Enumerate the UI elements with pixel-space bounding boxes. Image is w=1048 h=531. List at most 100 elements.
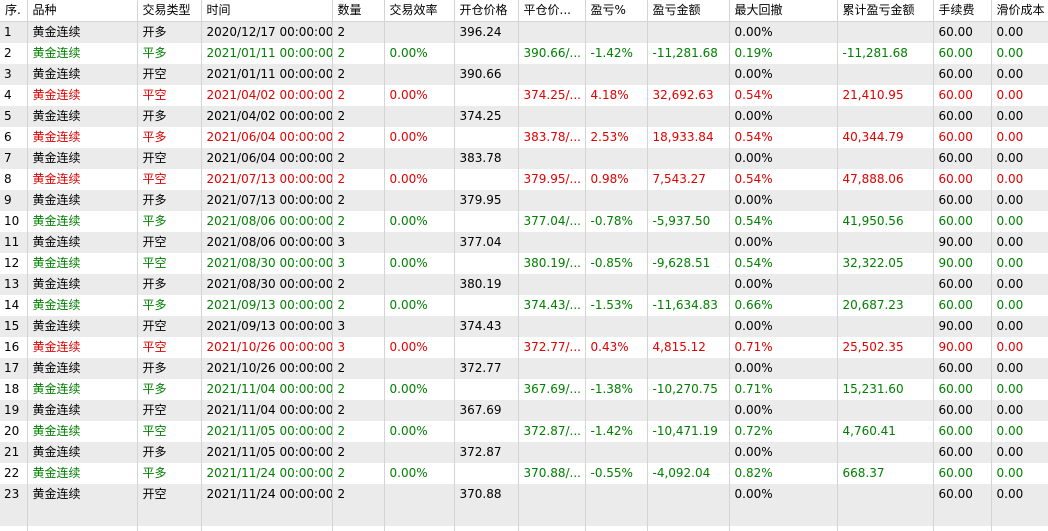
table-row[interactable]: 9 黄金连续 开多 2021/07/13 00:00:00 2 379.95 0.00% 60… <box>0 190 1048 211</box>
header-time[interactable]: 时间 <box>201 0 333 22</box>
cell-max-drawdown: 0.00% <box>729 148 838 169</box>
table-body: 1 黄金连续 开多 2020/12/17 00:00:00 2 396.24 0.00% 60… <box>0 21 1048 531</box>
table-row[interactable]: 20 黄金连续 平空 2021/11/05 00:00:00 2 0.00% 372.87/… <box>0 421 1048 442</box>
cell-qty: 2 <box>332 400 385 421</box>
cell-seq: 14 <box>0 295 28 316</box>
cell-open-price: 377.04 <box>454 232 519 253</box>
table-row[interactable]: 2 黄金连续 平多 2021/01/11 00:00:00 2 0.00% 390.66/.… <box>0 43 1048 64</box>
cell-symbol: 黄金连续 <box>27 379 138 400</box>
cell-seq: 8 <box>0 169 28 190</box>
header-pnl-amount[interactable]: 盈亏金额 <box>647 0 730 22</box>
cell-pnl-pct <box>585 64 648 85</box>
header-seq[interactable]: 序. <box>0 0 28 22</box>
table-row[interactable]: 19 黄金连续 开空 2021/11/04 00:00:00 2 367.69 0.00% 6… <box>0 400 1048 421</box>
table-row[interactable]: 22 黄金连续 平多 2021/11/24 00:00:00 2 0.00% 370.88/… <box>0 463 1048 484</box>
cell-efficiency <box>384 442 455 463</box>
cell-pnl-pct <box>585 484 648 505</box>
cell-efficiency <box>384 148 455 169</box>
empty-cell <box>137 526 202 531</box>
table-row[interactable]: 15 黄金连续 开空 2021/09/13 00:00:00 3 374.43 0.00% 9… <box>0 316 1048 337</box>
cell-qty: 2 <box>332 85 385 106</box>
empty-cell <box>585 526 648 531</box>
header-open-price[interactable]: 开仓价格 <box>454 0 519 22</box>
cell-qty: 2 <box>332 127 385 148</box>
table-row[interactable]: 7 黄金连续 开空 2021/06/04 00:00:00 2 383.78 0.00% 60… <box>0 148 1048 169</box>
cell-time: 2021/11/05 00:00:00 <box>201 421 333 442</box>
cell-pnl-amount: -11,281.68 <box>647 43 730 64</box>
cell-cum-pnl: 4,760.41 <box>837 421 934 442</box>
table-row[interactable]: 18 黄金连续 平多 2021/11/04 00:00:00 2 0.00% 367.69/… <box>0 379 1048 400</box>
table-row[interactable]: 6 黄金连续 平多 2021/06/04 00:00:00 2 0.00% 383.78/.… <box>0 127 1048 148</box>
header-efficiency[interactable]: 交易效率 <box>384 0 455 22</box>
cell-fee: 60.00 <box>933 127 992 148</box>
cell-slippage: 0.00 <box>991 484 1048 505</box>
table-row[interactable]: 13 黄金连续 开多 2021/08/30 00:00:00 2 380.19 0.00% 6… <box>0 274 1048 295</box>
cell-max-drawdown: 0.54% <box>729 85 838 106</box>
cell-cum-pnl <box>837 106 934 127</box>
cell-type: 平多 <box>137 379 202 400</box>
cell-pnl-pct <box>585 190 648 211</box>
table-row[interactable]: 16 黄金连续 平空 2021/10/26 00:00:00 3 0.00% 372.77/… <box>0 337 1048 358</box>
cell-cum-pnl <box>837 190 934 211</box>
table-row[interactable]: 12 黄金连续 平空 2021/08/30 00:00:00 3 0.00% 380.19/… <box>0 253 1048 274</box>
cell-time: 2021/06/04 00:00:00 <box>201 148 333 169</box>
table-row[interactable]: 11 黄金连续 开空 2021/08/06 00:00:00 3 377.04 0.00% 9… <box>0 232 1048 253</box>
cell-efficiency <box>384 21 455 43</box>
cell-qty: 3 <box>332 232 385 253</box>
cell-time: 2021/11/24 00:00:00 <box>201 463 333 484</box>
table-row[interactable]: 1 黄金连续 开多 2020/12/17 00:00:00 2 396.24 0.00% 60… <box>0 21 1048 43</box>
cell-open-price: 374.43 <box>454 316 519 337</box>
cell-seq: 23 <box>0 484 28 505</box>
cell-fee: 60.00 <box>933 295 992 316</box>
table-row[interactable]: 5 黄金连续 开多 2021/04/02 00:00:00 2 374.25 0.00% 60… <box>0 106 1048 127</box>
table-row[interactable]: 8 黄金连续 平空 2021/07/13 00:00:00 2 0.00% 379.95/.… <box>0 169 1048 190</box>
header-pnl-pct[interactable]: 盈亏% <box>585 0 648 22</box>
cell-qty: 2 <box>332 442 385 463</box>
cell-fee: 60.00 <box>933 274 992 295</box>
empty-cell <box>518 505 586 526</box>
table-row[interactable]: 14 黄金连续 平多 2021/09/13 00:00:00 2 0.00% 374.43/… <box>0 295 1048 316</box>
cell-seq: 2 <box>0 43 28 64</box>
cell-slippage: 0.00 <box>991 253 1048 274</box>
empty-cell <box>332 526 385 531</box>
cell-fee: 60.00 <box>933 358 992 379</box>
header-close-price[interactable]: 平仓价... <box>518 0 586 22</box>
cell-seq: 6 <box>0 127 28 148</box>
cell-pnl-pct <box>585 21 648 43</box>
cell-open-price: 390.66 <box>454 64 519 85</box>
cell-time: 2021/11/04 00:00:00 <box>201 400 333 421</box>
table-row[interactable]: 17 黄金连续 开多 2021/10/26 00:00:00 2 372.77 0.00% 6… <box>0 358 1048 379</box>
header-slippage[interactable]: 滑价成本 <box>991 0 1048 22</box>
cell-open-price <box>454 85 519 106</box>
cell-max-drawdown: 0.54% <box>729 253 838 274</box>
cell-max-drawdown: 0.00% <box>729 316 838 337</box>
table-row[interactable]: 10 黄金连续 平多 2021/08/06 00:00:00 2 0.00% 377.04/… <box>0 211 1048 232</box>
cell-fee: 60.00 <box>933 463 992 484</box>
table-row[interactable]: 23 黄金连续 开空 2021/11/24 00:00:00 2 370.88 0.00% 6… <box>0 484 1048 505</box>
empty-cell <box>518 526 586 531</box>
header-fee[interactable]: 手续费 <box>933 0 992 22</box>
cell-pnl-amount: 7,543.27 <box>647 169 730 190</box>
empty-cell <box>585 505 648 526</box>
header-qty[interactable]: 数量 <box>332 0 385 22</box>
cell-fee: 60.00 <box>933 43 992 64</box>
header-type[interactable]: 交易类型 <box>137 0 202 22</box>
table-row[interactable]: 3 黄金连续 开空 2021/01/11 00:00:00 2 390.66 0.00% 60… <box>0 64 1048 85</box>
table-row[interactable]: 4 黄金连续 平空 2021/04/02 00:00:00 2 0.00% 374.25/.… <box>0 85 1048 106</box>
cell-cum-pnl: 47,888.06 <box>837 169 934 190</box>
cell-max-drawdown: 0.54% <box>729 169 838 190</box>
cell-type: 开多 <box>137 274 202 295</box>
cell-slippage: 0.00 <box>991 169 1048 190</box>
cell-symbol: 黄金连续 <box>27 463 138 484</box>
cell-qty: 2 <box>332 211 385 232</box>
header-symbol[interactable]: 品种 <box>27 0 138 22</box>
cell-qty: 2 <box>332 21 385 43</box>
table-row[interactable]: 21 黄金连续 开多 2021/11/05 00:00:00 2 372.87 0.00% 6… <box>0 442 1048 463</box>
cell-open-price: 379.95 <box>454 190 519 211</box>
header-cum-pnl[interactable]: 累计盈亏金额 <box>837 0 934 22</box>
cell-open-price <box>454 379 519 400</box>
header-max-drawdown[interactable]: 最大回撤 <box>729 0 838 22</box>
empty-cell <box>384 526 455 531</box>
